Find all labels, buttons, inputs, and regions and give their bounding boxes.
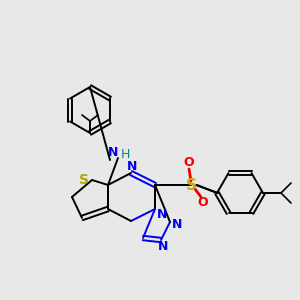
Text: N: N [127, 160, 137, 173]
Text: S: S [185, 178, 197, 193]
Text: N: N [172, 218, 182, 230]
Text: N: N [157, 208, 167, 220]
Text: S: S [79, 173, 89, 187]
Text: N: N [158, 241, 168, 254]
Text: H: H [120, 148, 130, 161]
Text: O: O [198, 196, 208, 209]
Text: O: O [184, 157, 194, 169]
Text: N: N [108, 146, 118, 160]
